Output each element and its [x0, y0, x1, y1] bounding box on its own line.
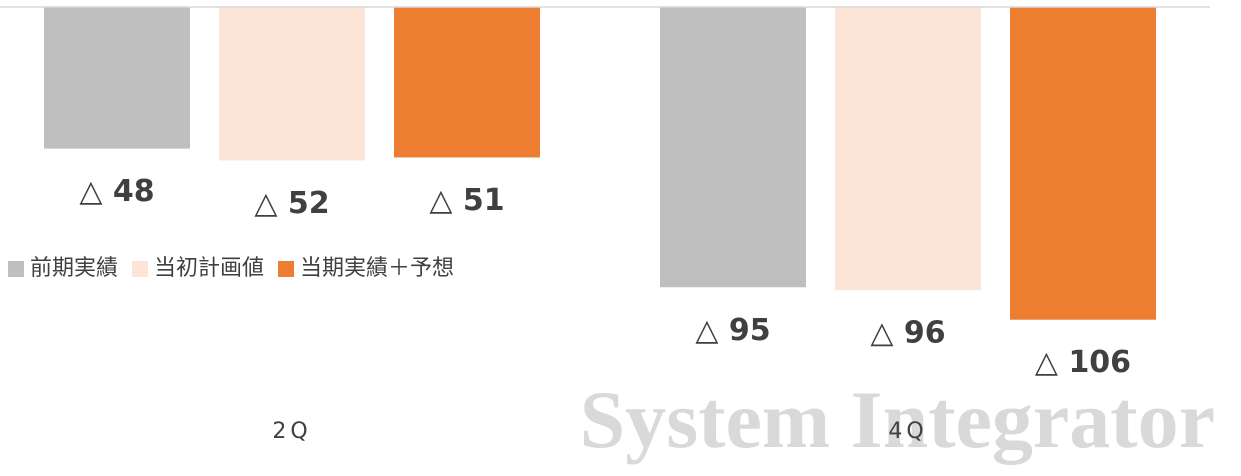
bar	[219, 7, 365, 161]
bar	[835, 7, 981, 291]
legend-label: 前期実績	[30, 256, 118, 281]
data-label: △ 51	[429, 183, 504, 218]
watermark: System Integrator	[580, 374, 1215, 465]
bar	[1010, 7, 1156, 320]
legend-label: 当初計画値	[154, 256, 264, 281]
bar	[660, 7, 806, 288]
legend-label: 当期実績＋予想	[300, 256, 454, 281]
bar	[394, 7, 540, 158]
x-tick-label: 2Q	[272, 419, 311, 444]
legend-swatch	[278, 261, 295, 277]
legend-swatch	[8, 261, 24, 277]
data-label: △ 48	[79, 174, 154, 209]
data-label: △ 95	[695, 313, 770, 348]
data-label: △ 52	[254, 186, 329, 221]
bar	[44, 7, 190, 149]
data-label: △ 106	[1035, 345, 1131, 380]
legend-swatch	[132, 261, 149, 277]
data-label: △ 96	[870, 316, 945, 351]
x-tick-label: 4Q	[888, 419, 927, 444]
